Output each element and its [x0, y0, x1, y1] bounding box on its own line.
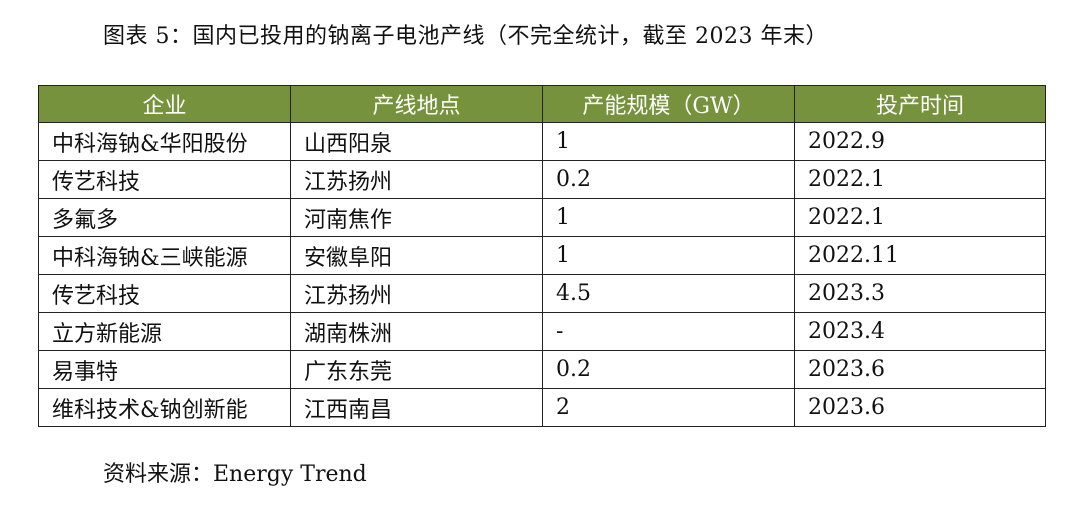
cell-capacity: 0.2	[542, 160, 795, 199]
header-location: 产线地点	[290, 85, 543, 123]
cell-company: 立方新能源	[38, 312, 291, 351]
cell-start-date: 2023.6	[794, 388, 1046, 427]
header-company: 企业	[38, 85, 291, 123]
cell-company: 多氟多	[38, 198, 291, 237]
table-row: 多氟多 河南焦作 1 2022.1	[38, 198, 1046, 237]
cell-company: 中科海钠&三峡能源	[38, 236, 291, 275]
cell-company: 维科技术&钠创新能	[38, 388, 291, 427]
table-row: 中科海钠&三峡能源 安徽阜阳 1 2022.11	[38, 236, 1046, 275]
cell-location: 湖南株洲	[290, 312, 543, 351]
table-row: 维科技术&钠创新能 江西南昌 2 2023.6	[38, 388, 1046, 427]
table-row: 传艺科技 江苏扬州 4.5 2023.3	[38, 274, 1046, 313]
production-line-table: 企业 产线地点 产能规模（GW） 投产时间 中科海钠&华阳股份 山西阳泉 1 2…	[38, 85, 1046, 427]
cell-capacity: 4.5	[542, 274, 795, 313]
cell-location: 江苏扬州	[290, 160, 543, 199]
cell-start-date: 2023.4	[794, 312, 1046, 351]
table-row: 易事特 广东东莞 0.2 2023.6	[38, 350, 1046, 389]
cell-location: 江苏扬州	[290, 274, 543, 313]
cell-location: 安徽阜阳	[290, 236, 543, 275]
table-row: 中科海钠&华阳股份 山西阳泉 1 2022.9	[38, 122, 1046, 161]
cell-capacity: 1	[542, 198, 795, 237]
cell-start-date: 2023.6	[794, 350, 1046, 389]
cell-start-date: 2022.11	[794, 236, 1046, 275]
cell-capacity: 1	[542, 236, 795, 275]
cell-company: 易事特	[38, 350, 291, 389]
cell-company: 中科海钠&华阳股份	[38, 122, 291, 161]
cell-location: 山西阳泉	[290, 122, 543, 161]
table-header-row: 企业 产线地点 产能规模（GW） 投产时间	[38, 85, 1046, 123]
cell-capacity: -	[542, 312, 795, 351]
cell-location: 江西南昌	[290, 388, 543, 427]
header-capacity: 产能规模（GW）	[542, 85, 795, 123]
cell-location: 河南焦作	[290, 198, 543, 237]
cell-company: 传艺科技	[38, 274, 291, 313]
cell-company: 传艺科技	[38, 160, 291, 199]
cell-capacity: 2	[542, 388, 795, 427]
cell-start-date: 2022.1	[794, 160, 1046, 199]
table-caption: 图表 5：国内已投用的钠离子电池产线（不完全统计，截至 2023 年末）	[103, 24, 828, 49]
header-start-date: 投产时间	[794, 85, 1046, 123]
source-note: 资料来源：Energy Trend	[103, 462, 367, 487]
cell-start-date: 2023.3	[794, 274, 1046, 313]
table-row: 传艺科技 江苏扬州 0.2 2022.1	[38, 160, 1046, 199]
table-row: 立方新能源 湖南株洲 - 2023.4	[38, 312, 1046, 351]
cell-location: 广东东莞	[290, 350, 543, 389]
cell-capacity: 0.2	[542, 350, 795, 389]
cell-start-date: 2022.9	[794, 122, 1046, 161]
cell-capacity: 1	[542, 122, 795, 161]
cell-start-date: 2022.1	[794, 198, 1046, 237]
